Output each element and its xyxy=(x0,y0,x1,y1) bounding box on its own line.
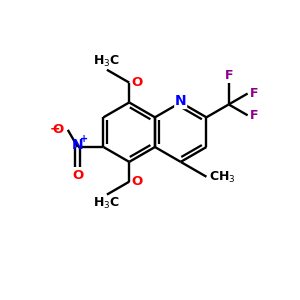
Text: O: O xyxy=(131,175,142,188)
Text: O: O xyxy=(131,76,142,89)
Text: N: N xyxy=(72,138,83,152)
Text: H$_3$C: H$_3$C xyxy=(94,196,120,211)
Text: H$_3$C: H$_3$C xyxy=(94,54,120,69)
Text: O: O xyxy=(52,123,64,136)
Text: F: F xyxy=(250,109,258,122)
Text: F: F xyxy=(250,87,258,100)
Text: N: N xyxy=(175,94,187,109)
Text: F: F xyxy=(224,69,233,82)
Text: CH$_3$: CH$_3$ xyxy=(209,170,236,185)
Text: O: O xyxy=(72,169,83,182)
Text: +: + xyxy=(80,134,88,144)
Text: −: − xyxy=(50,122,60,135)
